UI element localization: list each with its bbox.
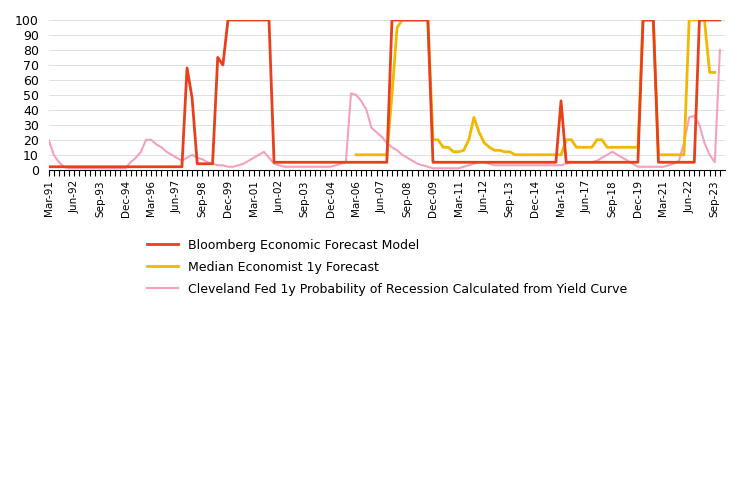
Line: Cleveland Fed 1y Probability of Recession Calculated from Yield Curve: Cleveland Fed 1y Probability of Recessio…	[49, 50, 720, 168]
Line: Median Economist 1y Forecast: Median Economist 1y Forecast	[356, 20, 715, 155]
Line: Bloomberg Economic Forecast Model: Bloomberg Economic Forecast Model	[49, 20, 720, 167]
Legend: Bloomberg Economic Forecast Model, Median Economist 1y Forecast, Cleveland Fed 1: Bloomberg Economic Forecast Model, Media…	[141, 233, 633, 302]
